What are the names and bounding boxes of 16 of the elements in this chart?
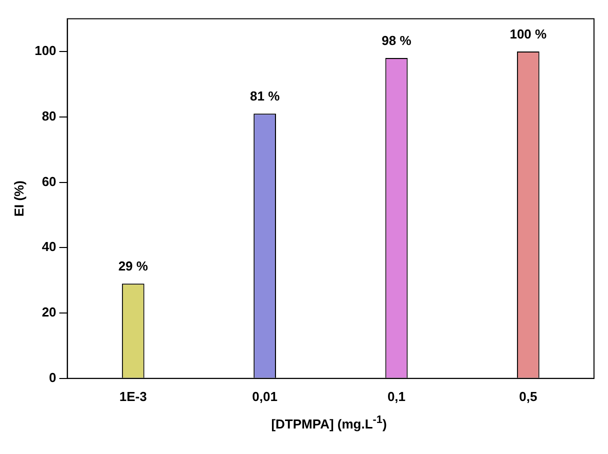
x-tick-label: 1E-3 — [119, 388, 147, 404]
x-tick-label: 0,1 — [387, 388, 406, 404]
y-tick-label: 0 — [49, 370, 56, 385]
y-tick-label: 100 — [34, 43, 56, 58]
y-tick-label: 60 — [42, 174, 56, 189]
x-axis-title: [DTPMPA] (mg.L$^{-1}$) — [270, 414, 388, 432]
y-tick-label: 40 — [42, 239, 56, 254]
y-tick-label: 80 — [42, 108, 56, 124]
x-tick-label: 0,5 — [519, 388, 538, 404]
x-tick-label: 0,01 — [252, 388, 278, 404]
data-label: 29 % — [118, 258, 148, 274]
data-label: 98 % — [382, 33, 412, 48]
data-label: 100 % — [510, 26, 548, 42]
data-label: 81 % — [250, 88, 280, 104]
y-tick-label: 20 — [42, 304, 56, 320]
y-axis-title: EI (%) — [11, 180, 26, 217]
